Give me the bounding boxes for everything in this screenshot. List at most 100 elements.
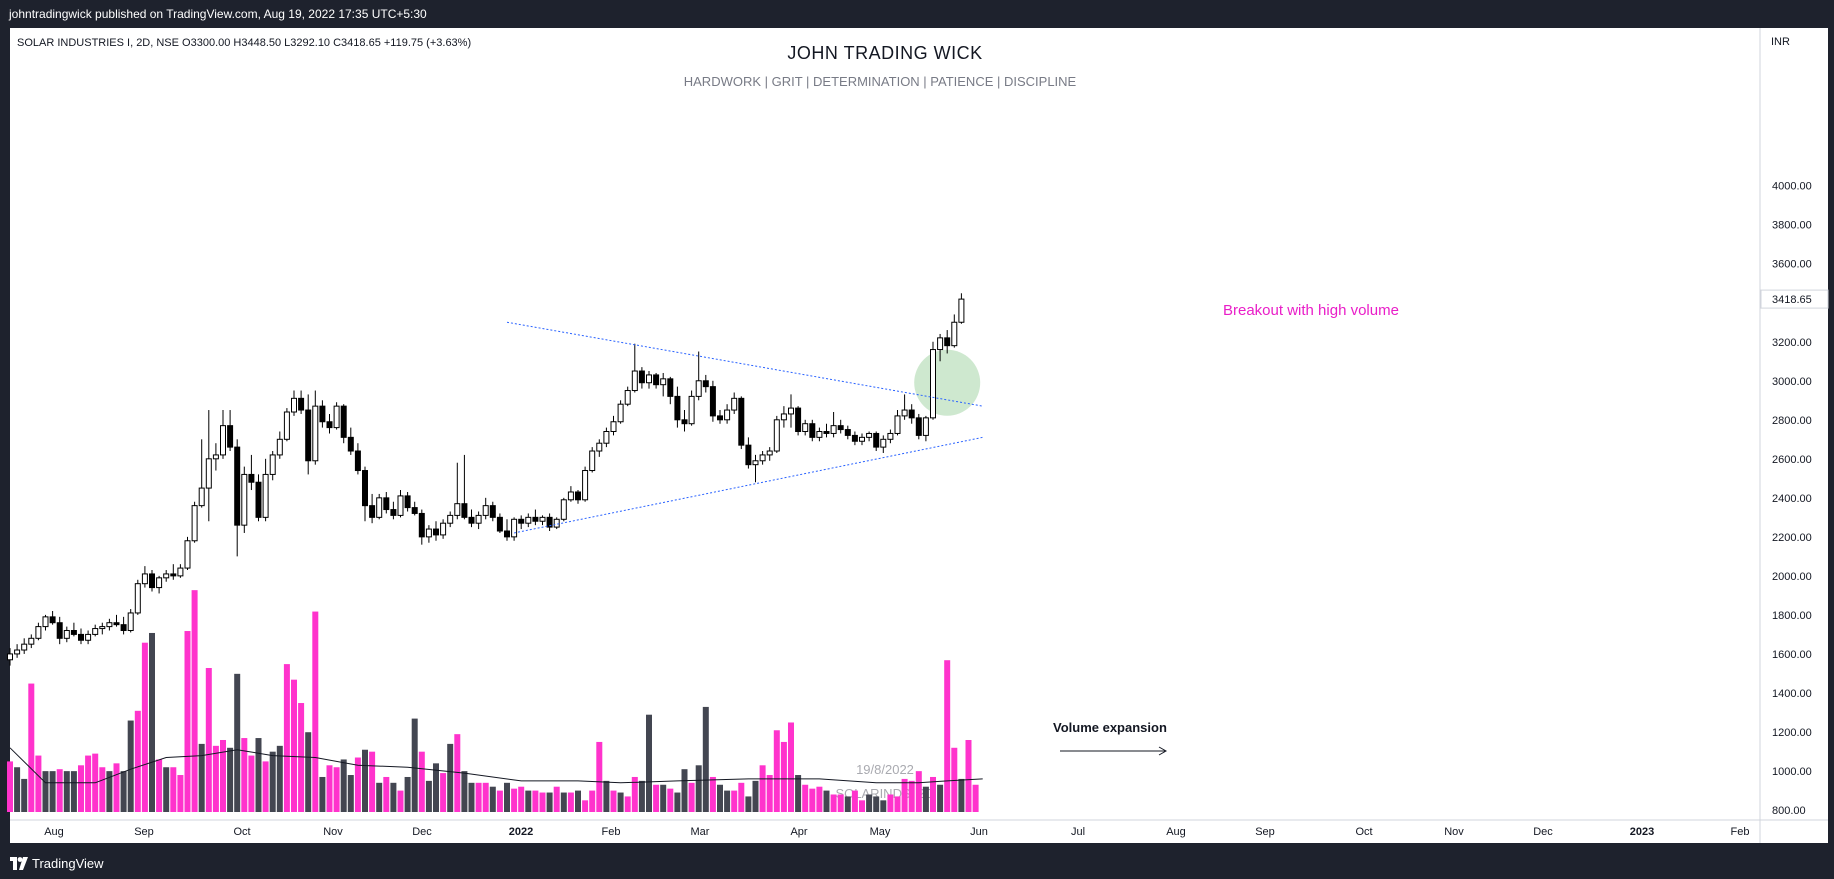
candle-body	[276, 438, 283, 456]
candle-body	[85, 633, 92, 641]
volume-bar	[42, 771, 49, 812]
candle-body	[504, 530, 510, 538]
volume-bar	[944, 660, 951, 812]
volume-bar	[681, 769, 688, 812]
volume-bar	[482, 782, 489, 812]
volume-bar	[915, 771, 922, 812]
candle-body	[681, 419, 688, 425]
candle-body	[163, 573, 170, 579]
volume-bar	[461, 771, 468, 812]
y-tick-label: 2800.00	[1772, 415, 1812, 427]
tradingview-logo-icon[interactable]	[10, 857, 28, 870]
candle-body	[617, 403, 624, 423]
y-tick-label: 3800.00	[1772, 220, 1812, 232]
x-tick-label: Aug	[44, 826, 64, 838]
volume-bar	[717, 784, 723, 812]
candle-body	[695, 380, 702, 397]
volume-bar	[163, 767, 170, 812]
volume-bar	[851, 790, 858, 812]
volume-bar	[496, 790, 503, 812]
volume-bar	[141, 642, 148, 812]
candle-body	[447, 514, 454, 524]
x-tick-label: Jun	[970, 826, 988, 838]
candle-body	[802, 423, 809, 433]
volume-bar	[21, 778, 28, 812]
triangle-trendline	[506, 321, 983, 407]
volume-bar	[702, 706, 709, 812]
candle-body	[859, 436, 865, 442]
volume-bar	[433, 763, 439, 812]
volume-bar	[291, 679, 297, 812]
volume-bar	[78, 765, 84, 812]
x-tick-label: Aug	[1166, 826, 1186, 838]
candle-body	[347, 436, 354, 452]
candle-body	[234, 446, 241, 526]
volume-bar	[56, 769, 63, 812]
candle-body	[901, 409, 908, 417]
volume-bar	[511, 788, 518, 812]
x-tick-label: 2023	[1630, 826, 1654, 838]
volume-bar	[908, 780, 915, 812]
volume-bar	[7, 761, 13, 812]
volume-bar	[134, 710, 141, 812]
x-tick-label: Sep	[134, 826, 154, 838]
candle-body	[489, 505, 496, 518]
candle-body	[518, 518, 525, 524]
volume-bar	[120, 771, 127, 812]
candle-body	[390, 509, 397, 516]
volume-bar	[220, 739, 226, 812]
candle-body	[170, 573, 177, 577]
volume-bar	[305, 732, 312, 812]
candle-body	[404, 495, 411, 509]
candle-body	[468, 516, 475, 524]
volume-bar	[347, 775, 354, 812]
candle-body	[589, 450, 596, 472]
symbol-ohlc-legend: SOLAR INDUSTRIES I, 2D, NSE O3300.00 H34…	[17, 37, 471, 49]
candle-body	[653, 374, 660, 386]
candle-body	[851, 434, 858, 442]
volume-bar	[525, 790, 532, 812]
x-tick-label: Dec	[1533, 826, 1553, 838]
volume-bar	[170, 767, 177, 812]
candle-body	[638, 370, 645, 384]
volume-bar	[745, 796, 752, 812]
candle-body	[113, 622, 120, 626]
footer-brand[interactable]: TradingView	[32, 856, 104, 871]
candle-body	[21, 643, 28, 651]
volume-bar	[35, 755, 42, 812]
candle-body	[319, 405, 326, 423]
volume-bar	[582, 800, 589, 812]
volume-bar	[127, 720, 134, 812]
volume-bar	[617, 792, 624, 812]
candle-body	[156, 577, 163, 589]
volume-bar	[85, 755, 92, 812]
candle-body	[575, 491, 581, 501]
candle-body	[78, 633, 84, 641]
candle-body	[731, 397, 738, 411]
volume-bar	[468, 782, 475, 812]
candle-body	[7, 653, 13, 661]
x-tick-label: Feb	[1731, 826, 1750, 838]
volume-bar	[972, 784, 979, 812]
candle-body	[70, 630, 77, 635]
candle-body	[362, 470, 368, 507]
volume-bar	[14, 767, 21, 812]
volume-bar	[844, 796, 851, 812]
volume-bar	[567, 792, 574, 812]
candle-body	[773, 419, 780, 452]
volume-bar	[731, 790, 738, 812]
candle-body	[198, 487, 205, 507]
candle-body	[780, 413, 787, 421]
volume-bar	[248, 755, 255, 812]
volume-bar	[539, 792, 546, 812]
volume-bar	[965, 739, 972, 812]
volume-bar	[156, 759, 163, 812]
currency-label: INR	[1771, 36, 1790, 48]
volume-bar	[752, 780, 759, 812]
chart-subtitle: HARDWORK | GRIT | DETERMINATION | PATIEN…	[684, 74, 1077, 89]
candle-body	[866, 432, 873, 438]
volume-bar	[333, 767, 340, 812]
candle-body	[582, 470, 589, 501]
candle-body	[433, 528, 439, 536]
